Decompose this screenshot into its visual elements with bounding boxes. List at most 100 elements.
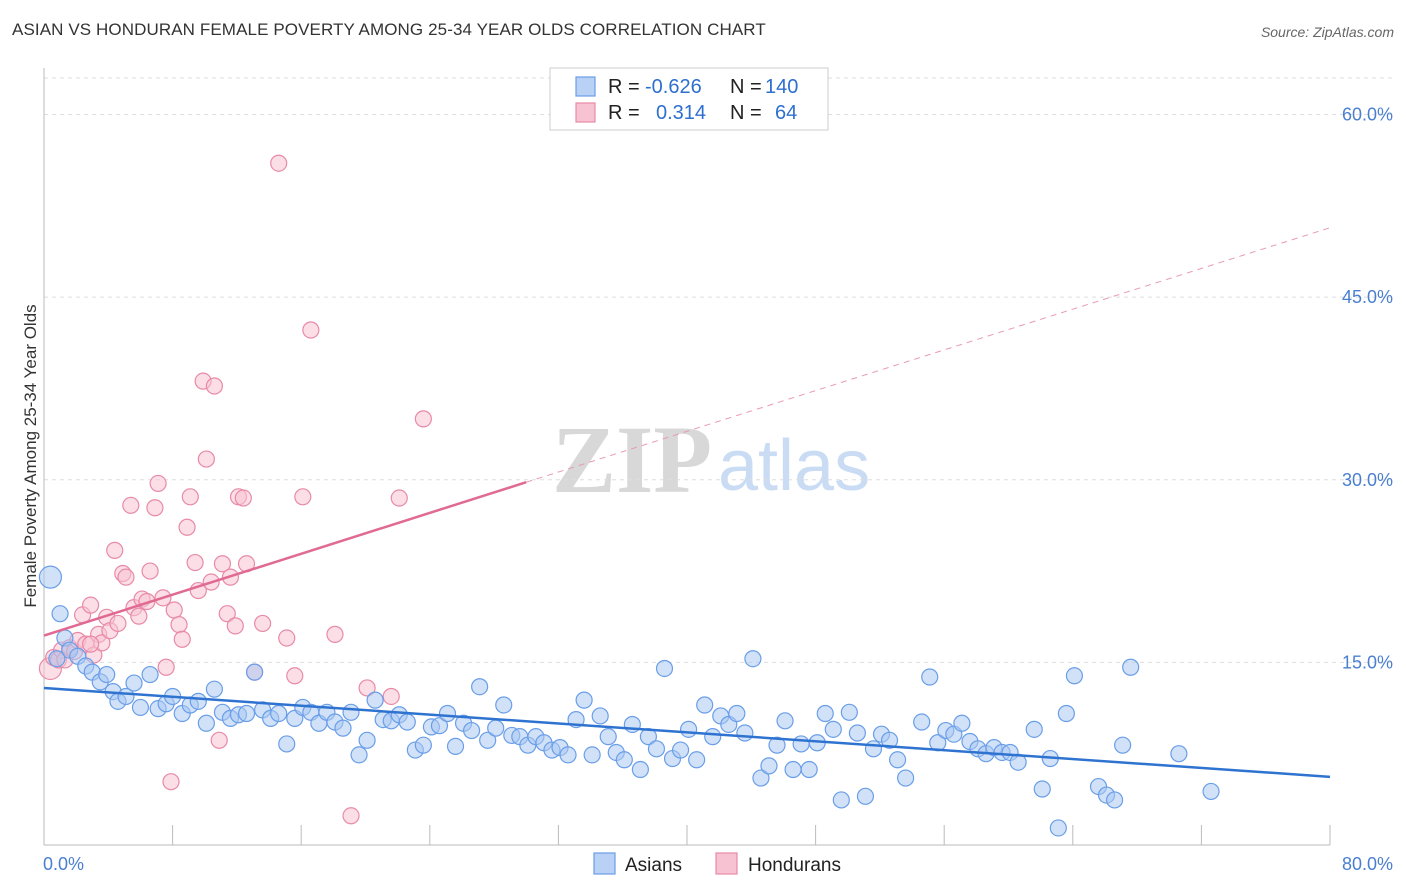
honduran-trend-line bbox=[43, 481, 527, 637]
honduran-point bbox=[326, 625, 344, 643]
asian-point bbox=[768, 736, 786, 754]
honduran-point bbox=[82, 635, 100, 653]
y-tick-label: 60.0% bbox=[1342, 105, 1393, 125]
legend-n-value-asians: 140 bbox=[765, 76, 798, 98]
honduran-point bbox=[226, 617, 244, 635]
honduran-point bbox=[254, 614, 272, 633]
y-tick-label: 15.0% bbox=[1342, 652, 1393, 672]
honduran-point bbox=[170, 616, 188, 634]
legend-r-label-hondurans: R = bbox=[608, 102, 640, 124]
asian-point bbox=[680, 720, 698, 738]
legend-r-value-asians: -0.626 bbox=[645, 76, 702, 98]
bottom-legend: Asians Hondurans bbox=[593, 852, 841, 876]
honduran-point bbox=[358, 679, 376, 697]
asian-point bbox=[599, 728, 617, 746]
asian-point bbox=[398, 713, 416, 731]
bottom-legend-label-hondurans: Hondurans bbox=[748, 855, 841, 876]
asian-point bbox=[953, 714, 971, 732]
asian-point bbox=[848, 724, 866, 742]
honduran-point bbox=[205, 377, 223, 395]
asian-point bbox=[752, 769, 770, 787]
asian-point bbox=[880, 731, 899, 749]
asian-point bbox=[575, 691, 593, 709]
honduran-point bbox=[146, 499, 164, 517]
asian-point bbox=[1114, 736, 1132, 754]
asian-point bbox=[51, 605, 69, 623]
honduran-point bbox=[390, 489, 408, 507]
y-axis-label: Female Poverty Among 25-34 Year Olds bbox=[21, 304, 40, 607]
honduran-point bbox=[197, 450, 215, 468]
legend-r-value-hondurans: 0.314 bbox=[656, 102, 706, 124]
asian-point bbox=[342, 703, 360, 721]
legend-n-label-hondurans: N = bbox=[730, 102, 762, 124]
chart-title: ASIAN VS HONDURAN FEMALE POVERTY AMONG 2… bbox=[12, 20, 766, 39]
asian-point bbox=[430, 717, 449, 735]
x-tick-label-min: 0.0% bbox=[43, 854, 84, 874]
asian-point bbox=[800, 760, 818, 779]
asian-point bbox=[1049, 819, 1067, 837]
honduran-point bbox=[165, 601, 183, 619]
honduran-point bbox=[382, 687, 400, 706]
legend: R = -0.626 N = 140 R = 0.314 N = 64 bbox=[549, 67, 829, 131]
honduran-point bbox=[141, 562, 159, 580]
asian-point bbox=[856, 787, 875, 805]
asian-point bbox=[704, 728, 722, 746]
asian-point bbox=[189, 692, 207, 710]
asian-point bbox=[334, 719, 352, 737]
asian-point bbox=[495, 696, 513, 714]
honduran-point bbox=[270, 154, 288, 172]
honduran-point bbox=[149, 474, 167, 493]
asian-point bbox=[591, 707, 609, 725]
legend-box bbox=[549, 67, 829, 131]
asian-point bbox=[840, 703, 858, 721]
asian-point bbox=[245, 663, 264, 681]
honduran-point bbox=[302, 321, 320, 339]
asian-point bbox=[197, 714, 215, 732]
series-asians bbox=[38, 565, 1220, 837]
asian-point bbox=[479, 731, 497, 749]
asian-point bbox=[1105, 791, 1124, 809]
asian-point bbox=[131, 698, 150, 717]
asian-point bbox=[1025, 720, 1043, 738]
asian-point bbox=[784, 760, 802, 779]
x-tick-label-max: 80.0% bbox=[1342, 854, 1393, 874]
bottom-legend-label-asians: Asians bbox=[625, 855, 682, 876]
asian-point bbox=[832, 791, 850, 809]
asian-point bbox=[141, 665, 159, 684]
y-tick-label: 45.0% bbox=[1342, 287, 1393, 307]
asian-point bbox=[462, 721, 481, 740]
asian-trend-line bbox=[43, 686, 1331, 779]
honduran-point bbox=[130, 607, 148, 625]
asian-point bbox=[446, 737, 465, 755]
trend-lines bbox=[43, 227, 1331, 779]
asian-point bbox=[1033, 780, 1051, 798]
y-tick-label: 30.0% bbox=[1342, 470, 1393, 490]
asian-point bbox=[615, 751, 633, 769]
bottom-legend-swatch-hondurans bbox=[715, 852, 738, 875]
asian-point bbox=[125, 674, 143, 692]
legend-r-label-asians: R = bbox=[608, 76, 640, 98]
asian-point bbox=[1122, 658, 1140, 676]
asian-point bbox=[358, 731, 376, 749]
asian-point bbox=[1202, 782, 1220, 801]
asian-point bbox=[1057, 704, 1075, 723]
asian-point bbox=[696, 696, 714, 714]
asian-point bbox=[744, 650, 762, 668]
asian-point bbox=[776, 712, 794, 730]
honduran-point bbox=[109, 614, 127, 633]
asian-point bbox=[688, 751, 706, 769]
honduran-trend-extension bbox=[526, 227, 1331, 483]
honduran-point bbox=[122, 496, 140, 514]
watermark-zip: ZIP bbox=[552, 406, 712, 513]
honduran-point bbox=[210, 731, 228, 749]
gridlines bbox=[44, 77, 1395, 663]
asian-point bbox=[792, 735, 810, 753]
legend-swatch-hondurans bbox=[575, 102, 596, 123]
asian-point bbox=[888, 751, 907, 769]
asian-point bbox=[98, 665, 116, 684]
asian-point bbox=[736, 724, 754, 742]
honduran-point bbox=[286, 667, 304, 685]
honduran-point bbox=[234, 489, 252, 507]
asian-point bbox=[38, 565, 63, 589]
asian-point bbox=[671, 741, 690, 759]
